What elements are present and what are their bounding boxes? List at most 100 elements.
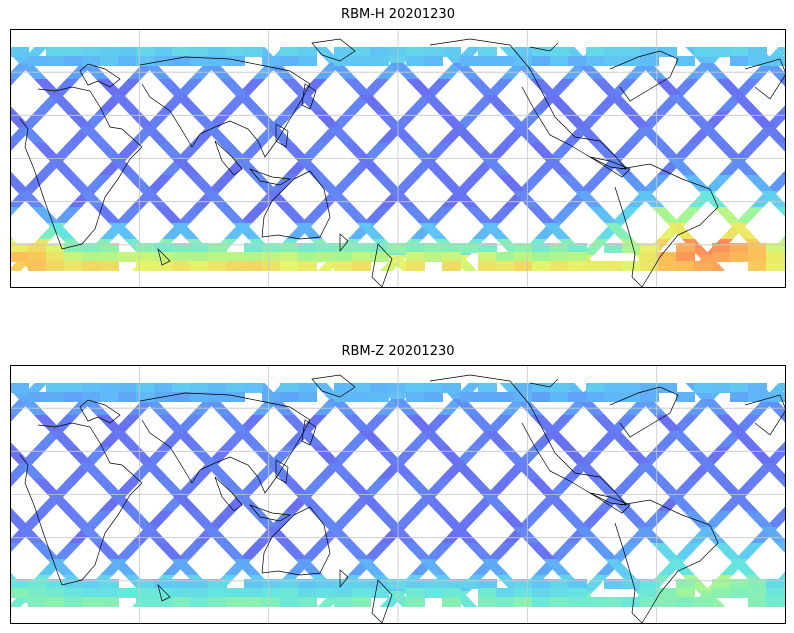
coastline bbox=[301, 419, 317, 446]
swath-segment bbox=[467, 79, 497, 95]
swath-segment bbox=[728, 559, 757, 575]
polar-coverage-cell bbox=[406, 579, 425, 589]
swath-segment bbox=[761, 127, 786, 143]
polar-coverage-cell bbox=[244, 597, 263, 607]
polar-coverage-cell bbox=[262, 392, 281, 402]
polar-coverage-cell bbox=[280, 597, 299, 607]
swath-segment bbox=[266, 399, 295, 415]
polar-coverage-cell bbox=[370, 392, 389, 402]
polar-coverage-cell bbox=[640, 579, 659, 589]
swath-segment bbox=[10, 105, 16, 111]
polar-coverage-cell bbox=[136, 392, 155, 402]
polar-coverage-cell bbox=[118, 588, 137, 598]
swath-segment bbox=[187, 175, 216, 191]
polar-coverage-cell bbox=[172, 383, 191, 393]
polar-coverage-cell bbox=[154, 383, 173, 393]
polar-coverage-cell bbox=[478, 56, 497, 66]
polar-coverage-cell bbox=[352, 47, 371, 57]
polar-coverage-cell bbox=[406, 392, 425, 402]
polar-coverage-cell bbox=[136, 47, 155, 57]
swath-segment bbox=[115, 543, 144, 559]
polar-coverage-cell bbox=[352, 56, 371, 66]
swath-segment bbox=[466, 143, 495, 159]
swath-segment bbox=[765, 175, 786, 191]
polar-coverage-cell bbox=[82, 252, 101, 262]
swath-segment bbox=[157, 79, 187, 95]
polar-coverage-cell bbox=[496, 392, 515, 402]
swath-segment bbox=[219, 415, 249, 431]
polar-coverage-cell bbox=[550, 383, 569, 393]
swath-segment bbox=[297, 95, 326, 111]
satellite-track-map-bottom bbox=[10, 365, 786, 624]
polar-coverage-cell bbox=[532, 56, 551, 66]
swath-segment bbox=[517, 511, 546, 527]
polar-coverage-cell bbox=[748, 252, 767, 262]
swath-segment bbox=[418, 223, 447, 239]
polar-coverage-cell bbox=[154, 243, 173, 253]
polar-coverage-cell bbox=[136, 243, 155, 253]
polar-coverage-cell bbox=[100, 597, 119, 607]
coastline bbox=[275, 123, 289, 148]
polar-coverage-cell bbox=[244, 579, 263, 589]
polar-coverage-cell bbox=[568, 588, 587, 598]
polar-coverage-cell bbox=[190, 47, 209, 57]
polar-coverage-cell bbox=[730, 47, 749, 57]
swath-segment bbox=[21, 511, 50, 527]
polar-coverage-cell bbox=[334, 56, 353, 66]
polar-coverage-cell bbox=[298, 261, 317, 271]
swath-segment bbox=[78, 527, 107, 543]
polar-coverage-cell bbox=[244, 47, 263, 57]
swath-segment bbox=[734, 143, 763, 159]
polar-coverage-cell bbox=[28, 579, 47, 589]
swath-segment bbox=[295, 159, 325, 175]
swath-segment bbox=[203, 127, 232, 143]
polar-coverage-cell bbox=[28, 588, 47, 598]
swath-segment bbox=[641, 175, 670, 191]
swath-segment bbox=[745, 175, 774, 191]
polar-coverage-cell bbox=[748, 261, 767, 271]
polar-coverage-cell bbox=[388, 383, 407, 393]
polar-coverage-cell bbox=[406, 383, 425, 393]
polar-coverage-cell bbox=[676, 56, 695, 66]
coastline bbox=[261, 506, 331, 576]
swath-segment bbox=[359, 431, 388, 447]
polar-coverage-cell bbox=[100, 383, 119, 393]
swath-segment bbox=[450, 527, 479, 543]
swath-segment bbox=[514, 63, 543, 79]
swath-segment bbox=[404, 143, 433, 159]
swath-segment bbox=[31, 207, 60, 223]
swath-segment bbox=[16, 527, 45, 543]
swath-segment bbox=[699, 127, 728, 143]
swath-segment bbox=[425, 207, 454, 223]
swath-segment bbox=[591, 415, 621, 431]
polar-coverage-cell bbox=[334, 579, 353, 589]
swath-segment bbox=[542, 223, 571, 239]
polar-coverage-cell bbox=[442, 597, 461, 607]
coastline bbox=[79, 399, 121, 424]
swath-segment bbox=[111, 431, 140, 447]
polar-coverage-cell bbox=[766, 597, 785, 607]
swath-segment bbox=[653, 415, 683, 431]
swath-segment bbox=[10, 511, 30, 527]
swath-segment bbox=[171, 495, 201, 511]
swath-segment bbox=[435, 175, 464, 191]
polar-coverage-cell bbox=[496, 261, 515, 271]
swath-segment bbox=[279, 207, 308, 223]
swath-segment bbox=[235, 95, 264, 111]
polar-coverage-cell bbox=[640, 252, 659, 262]
swath-segment bbox=[452, 63, 481, 79]
swath-segment bbox=[611, 543, 640, 559]
polar-coverage-cell bbox=[172, 392, 191, 402]
polar-coverage-cell bbox=[532, 47, 551, 57]
coastline bbox=[744, 58, 786, 100]
polar-coverage-cell bbox=[298, 243, 317, 253]
polar-coverage-cell bbox=[244, 252, 263, 262]
swath-segment bbox=[47, 495, 77, 511]
swath-segment bbox=[527, 543, 556, 559]
swath-segment bbox=[610, 479, 639, 495]
swath-segment bbox=[673, 207, 702, 223]
polar-coverage-cell bbox=[82, 261, 101, 271]
polar-coverage-cell bbox=[190, 588, 209, 598]
swath-segment bbox=[451, 463, 480, 479]
polar-coverage-cell bbox=[532, 383, 551, 393]
